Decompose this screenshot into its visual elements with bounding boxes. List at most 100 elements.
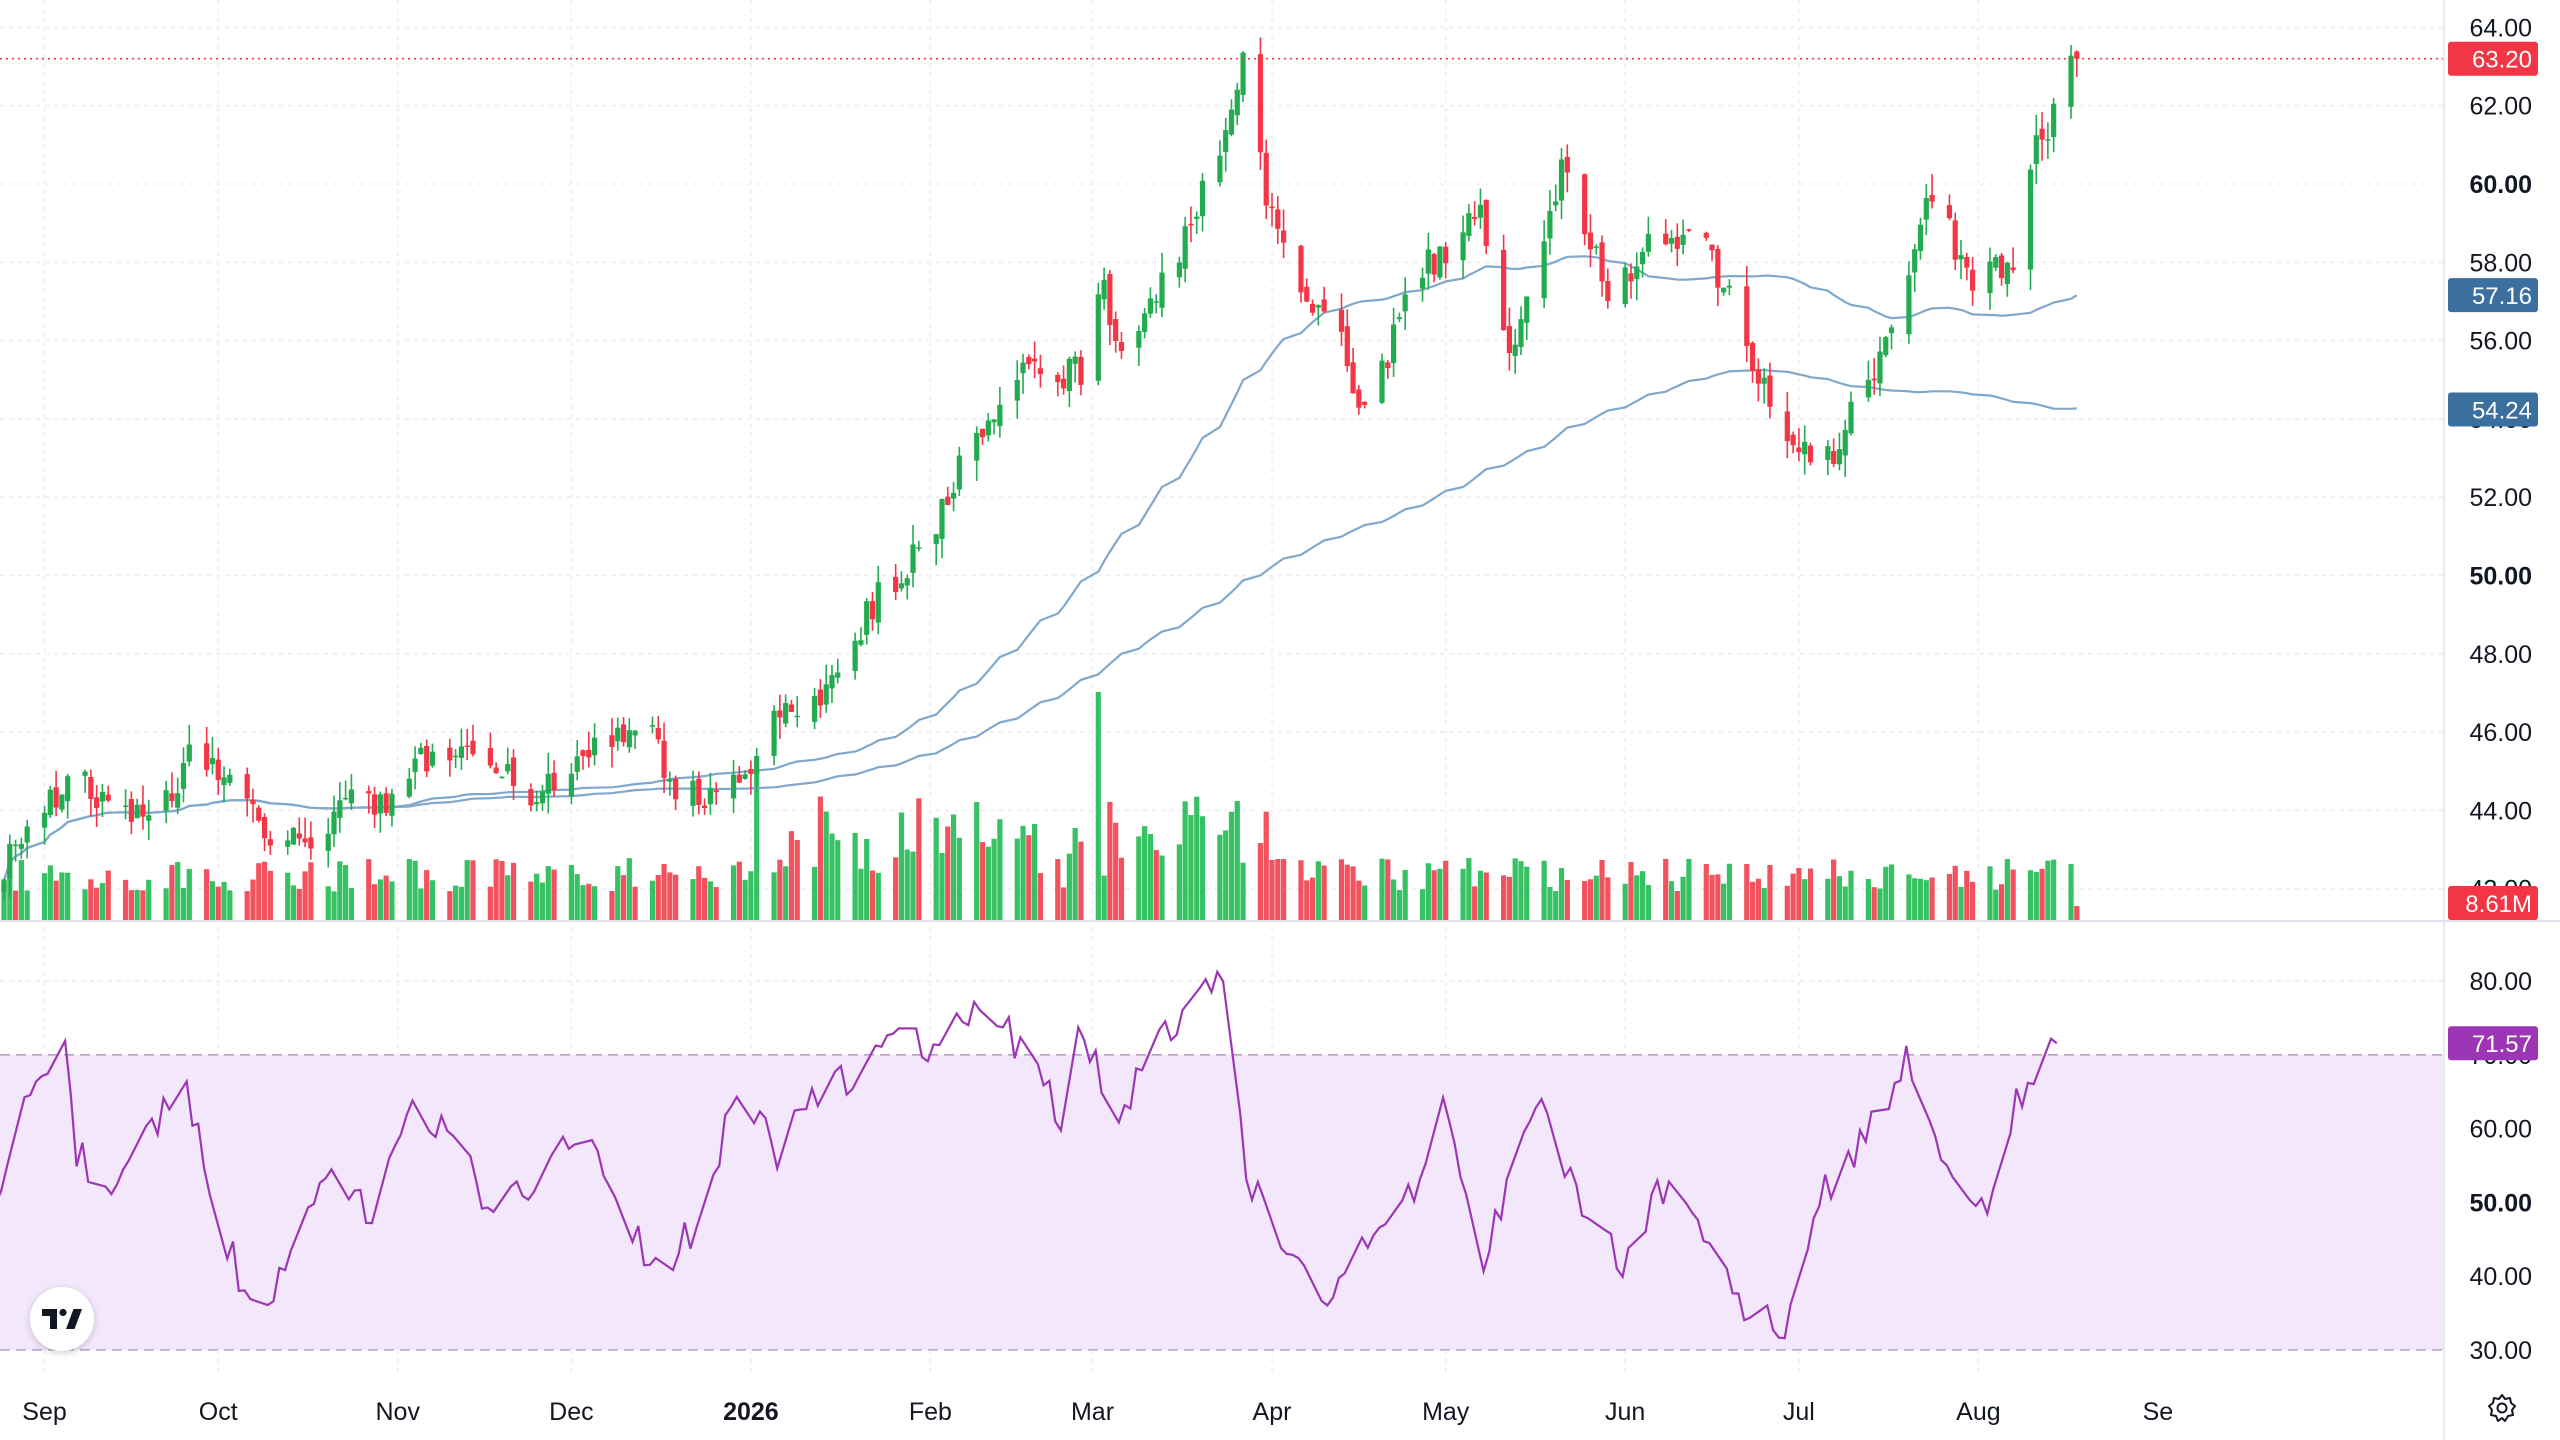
candle-body	[1437, 246, 1443, 278]
volume-bar	[1929, 877, 1935, 920]
candle-body	[1796, 447, 1802, 453]
volume-bar	[1906, 874, 1912, 920]
volume-bar	[632, 886, 638, 920]
candle-body	[2045, 139, 2051, 141]
time-tick-label: Dec	[549, 1398, 593, 1426]
rsi-tick-label: 50.00	[2469, 1189, 2532, 1217]
candle-body	[1842, 429, 1848, 456]
volume-bar	[1118, 857, 1125, 920]
svg-text:71.57: 71.57	[2472, 1031, 2532, 1058]
candle-body	[1362, 401, 1368, 405]
candle-body	[267, 839, 273, 846]
volume-bar	[580, 885, 586, 920]
volume-bar	[1350, 866, 1356, 920]
volume-bar	[2039, 868, 2045, 920]
candle-body	[296, 833, 302, 839]
candle-body	[1263, 152, 1269, 206]
volume-bar	[186, 868, 192, 920]
candle-body	[893, 576, 899, 593]
candle-body	[539, 791, 546, 804]
volume-bar	[377, 879, 383, 920]
candle-body	[1037, 368, 1044, 375]
price-tick-label: 60.00	[2469, 171, 2532, 199]
volume-bar	[2027, 870, 2034, 920]
candle-body	[1518, 319, 1524, 348]
volume-bar	[366, 859, 372, 920]
candle-body	[1472, 216, 1478, 219]
volume-bar	[1639, 871, 1646, 920]
volume-bar	[1298, 860, 1304, 920]
volume-bar	[1807, 868, 1814, 920]
volume-bar	[24, 890, 30, 920]
candle-body	[620, 724, 627, 743]
candle-body	[1055, 374, 1061, 383]
volume-bar	[1136, 836, 1142, 920]
svg-text:8.61M: 8.61M	[2465, 891, 2532, 918]
candle-body	[493, 767, 499, 774]
candle-body	[1147, 298, 1154, 314]
candle-body	[979, 428, 986, 438]
volume-bar	[1558, 867, 1565, 920]
candle-body	[1142, 313, 1148, 332]
candle-body	[1599, 242, 1605, 282]
candle-body	[163, 790, 169, 811]
volume-bar	[1055, 859, 1061, 920]
volume-bar	[1802, 879, 1808, 920]
volume-bar	[383, 875, 389, 920]
settings-gear-icon[interactable]	[2484, 1390, 2520, 1426]
candle-body	[1060, 378, 1067, 389]
candle-body	[1721, 287, 1727, 293]
volume-bar	[1356, 880, 1362, 920]
price-tick-label: 62.00	[2469, 93, 2532, 121]
volume-bar	[1014, 838, 1020, 920]
candle-body	[551, 772, 557, 791]
volume-bar	[910, 851, 916, 920]
price-tick-label: 50.00	[2469, 562, 2532, 590]
price-axis[interactable]: 64.0062.0060.0058.0056.0054.0052.0050.00…	[2469, 14, 2532, 903]
tradingview-logo[interactable]	[30, 1287, 94, 1351]
candle-body	[1558, 159, 1565, 201]
candle-body	[1275, 209, 1281, 229]
time-axis[interactable]: Sep Oct Nov Dec 2026 Feb Mar Apr May Jun Jul Aug Se	[22, 1398, 2173, 1426]
candle-body	[869, 601, 876, 620]
volume-bar	[736, 861, 742, 920]
candle-body	[1321, 299, 1327, 312]
candle-body	[383, 793, 389, 813]
volume-histogram	[1, 692, 2080, 920]
volume-bar	[742, 879, 748, 920]
volume-bar	[267, 870, 273, 920]
last-price-tag: 63.20	[2448, 41, 2538, 76]
time-tick-label: Nov	[375, 1398, 420, 1426]
volume-bar	[1338, 859, 1345, 920]
volume-bar	[1321, 865, 1327, 920]
volume-bar	[343, 865, 349, 920]
volume-bar	[348, 888, 354, 920]
time-tick-label: Se	[2143, 1398, 2174, 1426]
gear-icon	[2488, 1394, 2516, 1422]
candle-body	[956, 455, 962, 490]
candle-body	[1634, 266, 1640, 280]
volume-bar	[1790, 873, 1796, 920]
volume-bar	[1188, 815, 1194, 920]
volume-bar	[1784, 885, 1790, 920]
candle-body	[788, 704, 795, 712]
volume-bar	[209, 881, 216, 920]
candle-body	[1865, 379, 1871, 398]
volume-bar	[1240, 862, 1246, 920]
candle-body	[348, 789, 354, 804]
volume-bar	[1825, 878, 1831, 920]
candle-body	[2068, 55, 2074, 107]
candle-body	[1020, 362, 1026, 374]
volume-bar	[1113, 822, 1119, 920]
candle-body	[285, 840, 291, 847]
volume-bar	[2051, 859, 2057, 920]
volume-bar	[1072, 827, 1078, 920]
volume-bar	[1107, 801, 1113, 920]
candle-body	[1686, 229, 1692, 231]
candle-body	[1674, 236, 1680, 249]
time-tick-label: Sep	[22, 1398, 66, 1426]
candle-body	[615, 727, 621, 742]
volume-bar	[771, 872, 777, 920]
